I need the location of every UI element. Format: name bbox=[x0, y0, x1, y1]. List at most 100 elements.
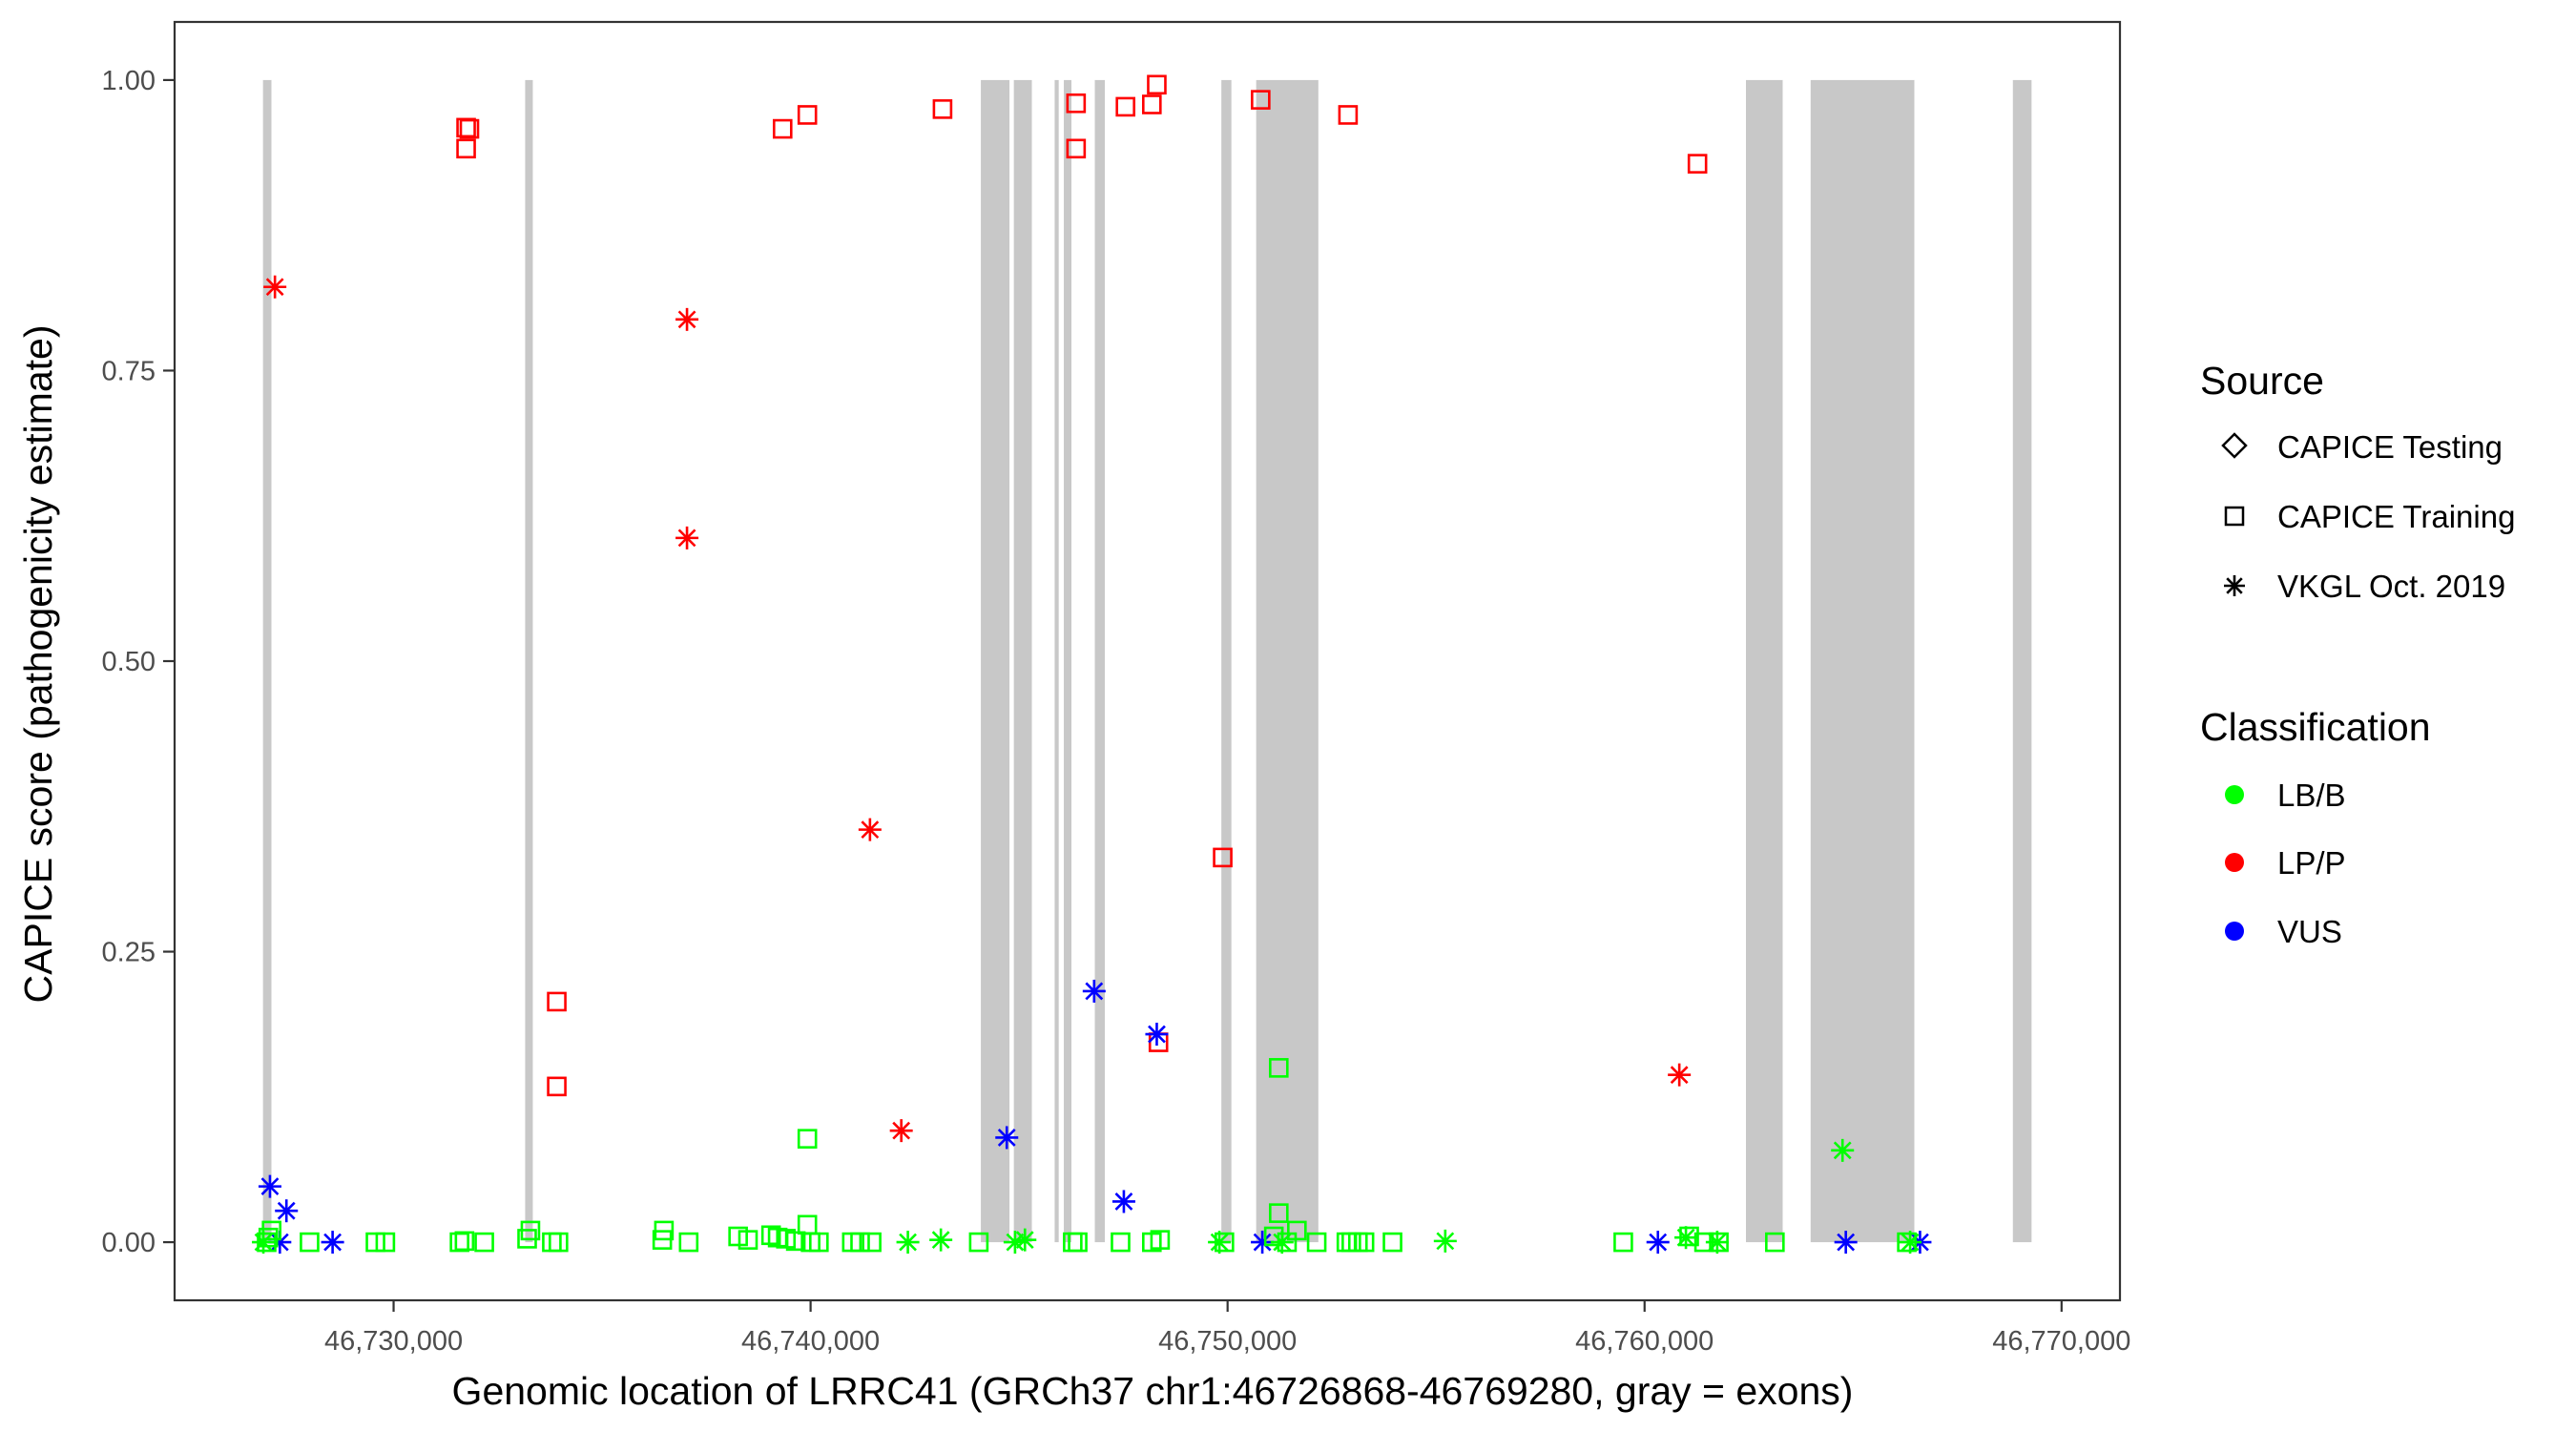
legend-label: VUS bbox=[2277, 914, 2342, 949]
green-dot-icon bbox=[2225, 785, 2244, 804]
point-square bbox=[760, 1225, 781, 1246]
point-square bbox=[772, 118, 793, 139]
point-square bbox=[1066, 93, 1087, 114]
point-square bbox=[520, 1220, 541, 1241]
point-asterisk bbox=[1433, 1229, 1457, 1253]
point-square bbox=[1251, 90, 1271, 110]
point-asterisk bbox=[1646, 1231, 1670, 1255]
x-tick-label: 46,730,000 bbox=[324, 1326, 463, 1357]
point-square bbox=[728, 1226, 748, 1247]
point-square bbox=[797, 1129, 818, 1149]
point-square bbox=[449, 1232, 469, 1253]
point-square bbox=[456, 138, 476, 159]
point-asterisk bbox=[1834, 1231, 1858, 1255]
point-square bbox=[1709, 1232, 1729, 1253]
point-asterisk bbox=[1082, 979, 1106, 1003]
point-asterisk bbox=[675, 307, 699, 331]
x-tick-label: 46,770,000 bbox=[1992, 1326, 2130, 1357]
point-asterisk bbox=[929, 1228, 953, 1252]
legend-title-classification: Classification bbox=[2200, 705, 2431, 749]
point-square bbox=[1347, 1232, 1368, 1253]
point-square bbox=[678, 1232, 699, 1253]
y-axis-title: CAPICE score (pathogenicity estimate) bbox=[16, 325, 60, 1004]
y-tick-label: 0.00 bbox=[102, 1228, 156, 1258]
legend-item-vkgl: VKGL Oct. 2019 bbox=[2224, 569, 2505, 604]
point-square bbox=[1613, 1232, 1633, 1253]
x-tick-label: 46,760,000 bbox=[1575, 1326, 1714, 1357]
exon-regions bbox=[262, 79, 2032, 1243]
point-square bbox=[968, 1232, 989, 1253]
point-square bbox=[1765, 1232, 1785, 1253]
point-square bbox=[1382, 1232, 1402, 1253]
exon-bar bbox=[2012, 79, 2032, 1243]
point-square bbox=[1897, 1232, 1917, 1253]
point-square bbox=[1263, 1226, 1284, 1247]
legend-item-capice-training: CAPICE Training bbox=[2224, 499, 2515, 534]
point-square bbox=[1068, 1232, 1088, 1253]
point-square bbox=[300, 1232, 320, 1253]
point-square bbox=[257, 1232, 277, 1253]
point-square bbox=[1269, 1058, 1289, 1078]
legend-title-source: Source bbox=[2200, 359, 2324, 403]
square-icon bbox=[2224, 506, 2245, 527]
point-square bbox=[1287, 1220, 1307, 1241]
point-square bbox=[258, 1227, 279, 1248]
point-square bbox=[1150, 1230, 1171, 1250]
point-square bbox=[1338, 105, 1359, 125]
point-asterisk bbox=[1251, 1231, 1275, 1255]
point-square bbox=[850, 1232, 870, 1253]
exon-bar bbox=[1013, 79, 1032, 1243]
point-asterisk bbox=[675, 526, 699, 550]
point-asterisk bbox=[258, 1174, 281, 1198]
point-square bbox=[932, 99, 953, 119]
blue-dot-icon bbox=[2225, 922, 2244, 941]
exon-bar bbox=[262, 79, 272, 1243]
legend-label: LB/B bbox=[2277, 778, 2346, 813]
point-square bbox=[1147, 74, 1167, 95]
point-square bbox=[1687, 154, 1708, 174]
point-asterisk bbox=[1668, 1063, 1692, 1087]
point-square bbox=[1277, 1232, 1298, 1253]
point-square bbox=[737, 1230, 758, 1250]
legend-item-vus: VUS bbox=[2225, 914, 2342, 949]
exon-bar bbox=[1094, 79, 1106, 1243]
y-tick-label: 0.25 bbox=[102, 938, 156, 968]
x-tick-label: 46,740,000 bbox=[741, 1326, 880, 1357]
y-tick-label: 0.50 bbox=[102, 647, 156, 677]
point-square bbox=[1306, 1232, 1327, 1253]
asterisk-icon bbox=[2224, 575, 2245, 596]
legend-label: CAPICE Training bbox=[2277, 499, 2515, 534]
legend-label: VKGL Oct. 2019 bbox=[2277, 569, 2505, 604]
point-square bbox=[797, 105, 818, 125]
exon-bar bbox=[1256, 79, 1319, 1243]
point-square bbox=[1679, 1226, 1699, 1247]
point-asterisk bbox=[1111, 1190, 1135, 1213]
point-asterisk bbox=[263, 275, 287, 299]
point-square bbox=[542, 1232, 562, 1253]
point-square bbox=[809, 1232, 829, 1253]
point-square bbox=[459, 118, 480, 139]
point-asterisk bbox=[1013, 1228, 1037, 1252]
legend-item-capice-testing: CAPICE Testing bbox=[2221, 429, 2503, 465]
point-square bbox=[365, 1232, 385, 1253]
point-asterisk bbox=[275, 1199, 299, 1223]
point-square bbox=[1269, 1203, 1289, 1223]
x-axis-title: Genomic location of LRRC41 (GRCh37 chr1:… bbox=[452, 1369, 1854, 1413]
point-square bbox=[785, 1231, 806, 1252]
exon-bar bbox=[1810, 79, 1915, 1243]
point-square bbox=[547, 1076, 567, 1097]
legend: Source CAPICE Testing CAPICE Training VK… bbox=[2200, 359, 2515, 949]
x-axis: 46,730,000 46,740,000 46,750,000 46,760,000… bbox=[324, 1300, 2130, 1357]
point-square bbox=[549, 1232, 569, 1253]
point-square bbox=[1693, 1232, 1714, 1253]
point-asterisk bbox=[889, 1119, 913, 1143]
point-square bbox=[776, 1229, 797, 1249]
exon-bar bbox=[1221, 79, 1232, 1243]
point-square bbox=[654, 1220, 675, 1241]
diamond-icon bbox=[2221, 432, 2248, 459]
exon-bar bbox=[1054, 79, 1059, 1243]
point-asterisk bbox=[896, 1231, 920, 1255]
red-dot-icon bbox=[2225, 853, 2244, 872]
point-square bbox=[1341, 1232, 1361, 1253]
